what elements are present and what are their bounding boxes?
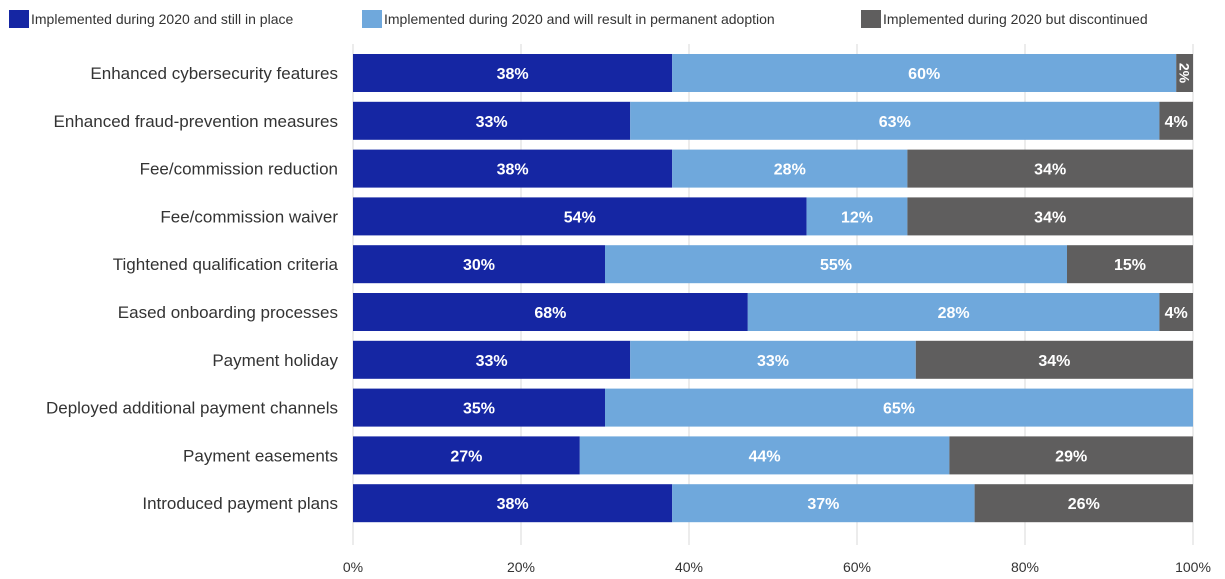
- legend-swatch-1: [362, 10, 382, 28]
- bar-2-2: [907, 149, 1193, 188]
- bar-7-1: [605, 388, 1193, 427]
- bar-3-0: [353, 197, 807, 236]
- category-label-1: Enhanced fraud-prevention measures: [54, 112, 338, 131]
- x-tick-label-3: 60%: [843, 559, 871, 575]
- bar-3-2: [907, 197, 1193, 236]
- legend-label-1: Implemented during 2020 and will result …: [384, 11, 775, 27]
- x-axis-ticks: 0% 20% 40% 60% 80% 100%: [343, 559, 1211, 575]
- bar-2-1: [672, 149, 908, 188]
- data-label-8-0: 27%: [450, 448, 482, 465]
- bar-4-0: [353, 245, 605, 284]
- category-label-4: Tightened qualification criteria: [113, 255, 339, 274]
- data-label-8-1: 44%: [749, 448, 781, 465]
- legend-label-2: Implemented during 2020 but discontinued: [883, 11, 1148, 27]
- data-label-2-2: 34%: [1034, 162, 1066, 179]
- bar-6-0: [353, 340, 631, 379]
- x-tick-label-0: 0%: [343, 559, 363, 575]
- bar-2-0: [353, 149, 673, 188]
- bars: 38% 60% 2% 33% 63% 4% 38% 28% 34% 54% 12% 34% 30% 55%…: [353, 54, 1193, 523]
- data-label-8-2: 29%: [1055, 448, 1087, 465]
- bar-5-2: [1159, 293, 1193, 331]
- data-label-2-1: 28%: [774, 162, 806, 179]
- bar-0-1: [672, 54, 1177, 92]
- data-label-5-2: 4%: [1165, 305, 1188, 322]
- x-tick-label-2: 40%: [675, 559, 703, 575]
- bar-9-0: [353, 484, 673, 523]
- data-label-9-2: 26%: [1068, 496, 1100, 513]
- bar-8-0: [353, 436, 580, 475]
- category-label-6: Payment holiday: [212, 351, 338, 370]
- bar-6-2: [915, 340, 1193, 379]
- data-label-6-1: 33%: [757, 353, 789, 370]
- data-label-7-0: 35%: [463, 401, 495, 418]
- legend: Implemented during 2020 and still in pla…: [9, 10, 1148, 28]
- bar-4-1: [605, 245, 1067, 284]
- bar-0-2: [1176, 54, 1193, 92]
- legend-label-0: Implemented during 2020 and still in pla…: [31, 11, 293, 27]
- category-label-3: Fee/commission waiver: [160, 207, 338, 226]
- data-label-1-2: 4%: [1165, 114, 1188, 131]
- legend-swatch-2: [861, 10, 881, 28]
- data-label-3-0: 54%: [564, 209, 596, 226]
- bar-9-2: [974, 484, 1193, 523]
- x-tick-label-4: 80%: [1011, 559, 1039, 575]
- bar-1-2: [1159, 101, 1193, 140]
- category-labels: Enhanced cybersecurity features Enhanced …: [46, 64, 339, 513]
- bar-0-0: [353, 54, 673, 92]
- bar-5-0: [353, 293, 748, 331]
- bar-4-2: [1067, 245, 1193, 284]
- data-label-3-1: 12%: [841, 209, 873, 226]
- bar-8-2: [949, 436, 1193, 475]
- bar-8-1: [579, 436, 950, 475]
- data-label-3-2: 34%: [1034, 209, 1066, 226]
- category-label-5: Eased onboarding processes: [118, 303, 338, 322]
- bar-6-1: [630, 340, 916, 379]
- data-label-5-0: 68%: [534, 305, 566, 322]
- data-label-1-1: 63%: [879, 114, 911, 131]
- data-label-7-1: 65%: [883, 401, 915, 418]
- category-label-7: Deployed additional payment channels: [46, 399, 338, 418]
- bar-7-0: [353, 388, 605, 427]
- legend-swatch-0: [9, 10, 29, 28]
- data-label-0-1: 60%: [908, 66, 940, 83]
- data-label-5-1: 28%: [938, 305, 970, 322]
- x-tick-label-5: 100%: [1175, 559, 1211, 575]
- category-label-2: Fee/commission reduction: [140, 160, 338, 179]
- data-label-0-0: 38%: [497, 66, 529, 83]
- data-label-4-0: 30%: [463, 257, 495, 274]
- data-label-9-1: 37%: [807, 496, 839, 513]
- data-label-0-2: 2%: [1177, 63, 1193, 84]
- data-label-4-1: 55%: [820, 257, 852, 274]
- x-tick-label-1: 20%: [507, 559, 535, 575]
- data-label-6-2: 34%: [1038, 353, 1070, 370]
- data-label-9-0: 38%: [497, 496, 529, 513]
- data-label-1-0: 33%: [476, 114, 508, 131]
- bar-3-1: [806, 197, 908, 236]
- bar-1-1: [630, 101, 1160, 140]
- category-label-0: Enhanced cybersecurity features: [90, 64, 338, 83]
- bar-5-1: [747, 293, 1160, 331]
- category-label-9: Introduced payment plans: [142, 494, 338, 513]
- bar-9-1: [672, 484, 975, 523]
- data-label-2-0: 38%: [497, 162, 529, 179]
- category-label-8: Payment easements: [183, 446, 338, 465]
- data-label-6-0: 33%: [476, 353, 508, 370]
- bar-1-0: [353, 101, 631, 140]
- data-label-4-2: 15%: [1114, 257, 1146, 274]
